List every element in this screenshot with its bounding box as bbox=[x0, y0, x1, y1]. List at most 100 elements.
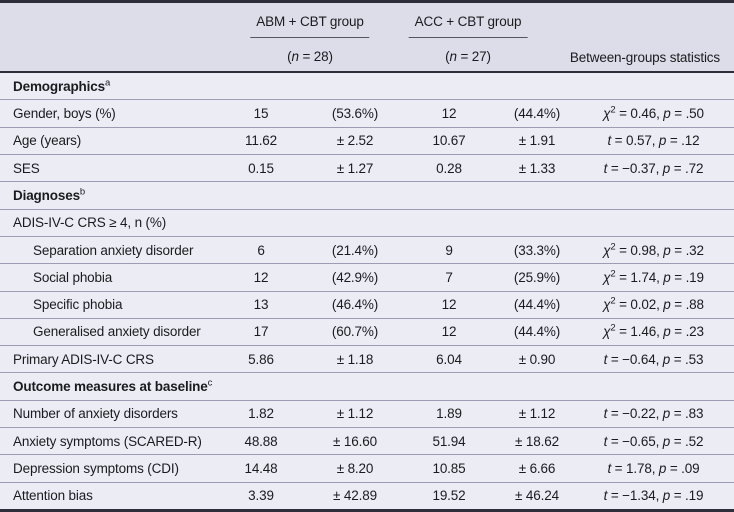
abm-value: 13 bbox=[253, 297, 269, 313]
acc-value: 12 bbox=[441, 324, 457, 340]
abm-dispersion: ± 42.89 bbox=[333, 488, 377, 504]
abm-value: 11.62 bbox=[244, 133, 278, 149]
section-label: Demographicsa bbox=[13, 77, 111, 94]
abm-group-n-label: (n = 28) bbox=[287, 49, 333, 64]
section-row: Diagnosesb bbox=[0, 182, 734, 210]
abm-dispersion: (53.6%) bbox=[331, 105, 379, 121]
subheader-row: ADIS-IV-C CRS ≥ 4, n (%) bbox=[0, 210, 734, 237]
between-groups-statistic: t = −0.64, p = .53 bbox=[603, 351, 704, 367]
table-row: Social phobia 12 (42.9%) 7 (25.9%) χ2 = 1.74,… bbox=[0, 264, 734, 292]
row-label: Primary ADIS-IV-C CRS bbox=[13, 351, 154, 367]
between-groups-statistic: t = 0.57, p = .12 bbox=[607, 133, 700, 149]
acc-value: 10.67 bbox=[432, 133, 466, 149]
abm-value: 5.86 bbox=[248, 351, 274, 367]
between-groups-statistic: t = −1.34, p = .19 bbox=[603, 488, 704, 504]
between-groups-statistic: t = −0.22, p = .83 bbox=[603, 406, 704, 422]
abm-value: 3.39 bbox=[248, 488, 274, 504]
column-group-acc-cbt-label: ACC + CBT group bbox=[408, 14, 528, 38]
subheader-label: ADIS-IV-C CRS ≥ 4, n (%) bbox=[13, 215, 167, 231]
acc-value: 12 bbox=[441, 105, 457, 121]
section-row: Outcome measures at baselinec bbox=[0, 373, 734, 401]
acc-dispersion: ± 0.90 bbox=[518, 351, 556, 367]
table-row: Gender, boys (%) 15 (53.6%) 12 (44.4%) χ2 = 0… bbox=[0, 100, 734, 128]
acc-value: 1.89 bbox=[436, 406, 462, 422]
acc-dispersion: ± 46.24 bbox=[515, 488, 559, 504]
abm-dispersion: (46.4%) bbox=[331, 297, 379, 313]
abm-value: 15 bbox=[253, 105, 269, 121]
abm-value: 14.48 bbox=[244, 461, 278, 477]
between-groups-statistic: χ2 = 0.98, p = .32 bbox=[603, 241, 704, 258]
footnote-marker: a bbox=[104, 77, 111, 89]
table-row: Generalised anxiety disorder 17 (60.7%) 12 (… bbox=[0, 319, 734, 347]
footnote-marker: c bbox=[207, 377, 213, 389]
between-groups-statistic: t = −0.37, p = .72 bbox=[603, 160, 704, 176]
acc-dispersion: (33.3%) bbox=[513, 242, 561, 258]
acc-dispersion: (25.9%) bbox=[513, 269, 561, 285]
row-label: Anxiety symptoms (SCARED-R) bbox=[13, 433, 202, 449]
abm-dispersion: ± 16.60 bbox=[333, 433, 377, 449]
abm-dispersion: ± 1.18 bbox=[336, 351, 374, 367]
table-header: ABM + CBT group ACC + CBT group (n = 28)… bbox=[0, 3, 734, 73]
column-group-abm-cbt-label: ABM + CBT group bbox=[250, 14, 370, 38]
row-label: Social phobia bbox=[33, 269, 113, 285]
between-groups-statistic: t = −0.65, p = .52 bbox=[603, 433, 704, 449]
abm-value: 12 bbox=[253, 269, 269, 285]
acc-dispersion: (44.4%) bbox=[513, 324, 561, 340]
between-groups-statistic: χ2 = 1.74, p = .19 bbox=[603, 268, 704, 285]
acc-value: 10.85 bbox=[432, 461, 466, 477]
acc-dispersion: ± 1.33 bbox=[518, 160, 556, 176]
abm-value: 17 bbox=[253, 324, 269, 340]
abm-value: 48.88 bbox=[244, 433, 278, 449]
acc-value: 0.28 bbox=[436, 160, 462, 176]
acc-dispersion: (44.4%) bbox=[513, 105, 561, 121]
table-row: Age (years) 11.62 ± 2.52 10.67 ± 1.91 t = 0.5… bbox=[0, 128, 734, 155]
abm-dispersion: ± 1.27 bbox=[336, 160, 374, 176]
row-label: Attention bias bbox=[13, 488, 93, 504]
abm-value: 0.15 bbox=[248, 160, 274, 176]
acc-dispersion: ± 18.62 bbox=[515, 433, 559, 449]
table-row: Depression symptoms (CDI) 14.48 ± 8.20 10.8… bbox=[0, 455, 734, 483]
acc-value: 19.52 bbox=[432, 488, 466, 504]
acc-value: 6.04 bbox=[436, 351, 462, 367]
table-body: Demographicsa Gender, boys (%) 15 (53.6%) 12… bbox=[0, 73, 734, 509]
abm-dispersion: (21.4%) bbox=[331, 242, 379, 258]
section-label: Diagnosesb bbox=[13, 186, 86, 203]
table-row: Attention bias 3.39 ± 42.89 19.52 ± 46.24 t =… bbox=[0, 483, 734, 509]
abm-dispersion: ± 2.52 bbox=[336, 133, 374, 149]
abm-value: 6 bbox=[257, 242, 265, 258]
row-label: Specific phobia bbox=[33, 297, 123, 313]
abm-dispersion: (60.7%) bbox=[331, 324, 379, 340]
row-label: Separation anxiety disorder bbox=[33, 242, 194, 258]
section-row: Demographicsa bbox=[0, 73, 734, 101]
table-row: Separation anxiety disorder 6 (21.4%) 9 (33.… bbox=[0, 237, 734, 265]
table-row: Primary ADIS-IV-C CRS 5.86 ± 1.18 6.04 ± 0.9… bbox=[0, 346, 734, 374]
footnote-marker: b bbox=[79, 186, 86, 198]
abm-dispersion: (42.9%) bbox=[331, 269, 379, 285]
acc-value: 7 bbox=[445, 269, 453, 285]
acc-dispersion: (44.4%) bbox=[513, 297, 561, 313]
acc-value: 9 bbox=[445, 242, 453, 258]
table-row: Specific phobia 13 (46.4%) 12 (44.4%) χ2 = 0.… bbox=[0, 292, 734, 319]
between-groups-statistic: χ2 = 0.02, p = .88 bbox=[603, 295, 704, 313]
row-label: Gender, boys (%) bbox=[13, 105, 116, 121]
acc-value: 51.94 bbox=[432, 433, 466, 449]
row-label: Number of anxiety disorders bbox=[13, 406, 178, 422]
between-groups-statistic: χ2 = 0.46, p = .50 bbox=[603, 104, 704, 121]
row-label: Generalised anxiety disorder bbox=[33, 324, 201, 340]
row-label: Depression symptoms (CDI) bbox=[13, 461, 179, 477]
abm-dispersion: ± 8.20 bbox=[336, 461, 374, 477]
abm-dispersion: ± 1.12 bbox=[336, 406, 374, 422]
acc-dispersion: ± 1.12 bbox=[518, 406, 556, 422]
section-label: Outcome measures at baselinec bbox=[13, 377, 213, 395]
between-groups-statistic: t = 1.78, p = .09 bbox=[607, 461, 700, 477]
row-label: Age (years) bbox=[13, 133, 82, 149]
row-label: SES bbox=[13, 160, 40, 176]
abm-value: 1.82 bbox=[248, 406, 274, 422]
table-row: SES 0.15 ± 1.27 0.28 ± 1.33 t = −0.37, p = .7… bbox=[0, 155, 734, 183]
table-row: Anxiety symptoms (SCARED-R) 48.88 ± 16.60 5… bbox=[0, 428, 734, 456]
acc-group-n-label: (n = 27) bbox=[445, 49, 491, 64]
table-row: Number of anxiety disorders 1.82 ± 1.12 1.8… bbox=[0, 401, 734, 429]
acc-dispersion: ± 6.66 bbox=[518, 461, 556, 477]
acc-value: 12 bbox=[441, 297, 457, 313]
